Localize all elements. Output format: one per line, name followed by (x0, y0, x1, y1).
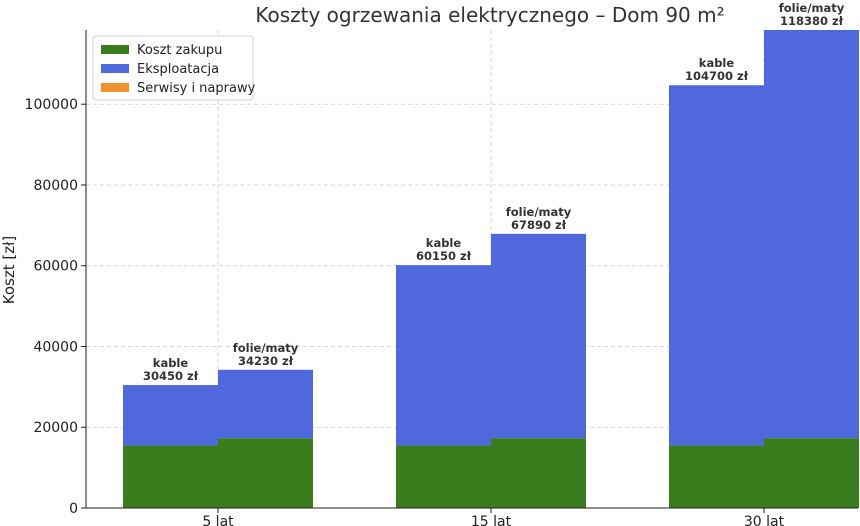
bar-total-label: 34230 zł (238, 354, 294, 368)
chart-title: Koszty ogrzewania elektrycznego – Dom 90… (255, 3, 724, 27)
x-tick-label: 15 lat (471, 514, 512, 526)
bar-segment (764, 30, 859, 439)
legend-swatch (101, 83, 129, 92)
x-tick-label: 30 lat (744, 514, 785, 526)
bar-group-label: kable (699, 56, 735, 70)
bar-total-label: 67890 zł (511, 218, 567, 232)
legend-swatch (101, 45, 129, 54)
y-tick-label: 0 (69, 501, 78, 517)
y-tick-label: 80000 (33, 178, 78, 194)
y-axis-label: Koszt [zł] (0, 236, 18, 304)
bar-segment (669, 85, 764, 446)
bar-segment (123, 445, 218, 508)
axes: 0 20000 40000 60000 80000 100000 5 lat 15 lat 30… (25, 30, 858, 526)
bar-segment (218, 369, 313, 439)
bar-group-label: folie/maty (233, 341, 299, 355)
bar-segment (396, 445, 491, 508)
bar-segment (764, 438, 859, 508)
legend-entry: Serwisy i naprawy (137, 81, 256, 96)
bars (123, 30, 859, 508)
y-tick-label: 20000 (33, 420, 78, 436)
y-tick-label: 60000 (33, 259, 78, 275)
x-tick-label: 5 lat (202, 514, 234, 526)
bar-segment (491, 438, 586, 508)
bar-group-label: kable (426, 236, 462, 250)
legend-swatch (101, 64, 129, 73)
legend-box (92, 35, 254, 101)
bar-segment (123, 385, 218, 446)
y-tick-label: 100000 (25, 97, 78, 113)
bar-segment (669, 445, 764, 508)
bar-group-label: kable (153, 356, 189, 370)
bar-group-label: folie/maty (506, 205, 572, 219)
bar-total-label: 30450 zł (143, 369, 199, 383)
bar-segment (396, 265, 491, 446)
legend-entry: Koszt zakupu (137, 43, 222, 58)
bar-segment (218, 438, 313, 508)
bar-total-label: 104700 zł (685, 69, 749, 83)
legend-entry: Eksploatacja (137, 62, 219, 77)
bar-segment (491, 233, 586, 439)
legend: Koszt zakupu Eksploatacja Serwisy i napraw… (92, 35, 256, 101)
bar-total-label: 60150 zł (416, 249, 472, 263)
bar-total-label: 118380 zł (780, 14, 844, 28)
bar-group-label: folie/maty (779, 1, 845, 15)
y-tick-label: 40000 (33, 339, 78, 355)
